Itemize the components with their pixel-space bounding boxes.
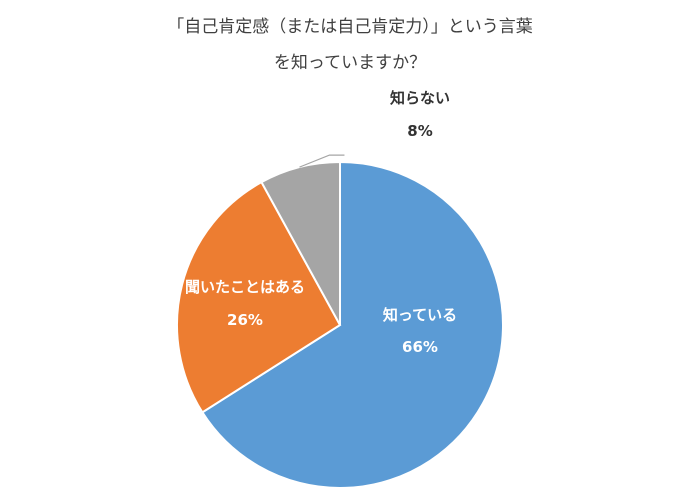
chart-title-line-1: 「自己肯定感（または自己肯定力）」という言葉 [167, 17, 533, 37]
leader-line-unknown [299, 154, 345, 168]
pie-labels: 知っている 66% 聞いたことはある 26% 知らない 8% [185, 89, 457, 356]
pie-slices [176, 160, 504, 489]
slice-value-unknown: 8% [407, 122, 432, 140]
pie-slice-unknown [260, 160, 341, 326]
slice-value-known: 66% [402, 338, 438, 356]
slice-label-unknown: 知らない [390, 89, 450, 107]
chart-title-line-2: を知っていますか？ [274, 53, 426, 73]
slice-label-heard-of: 聞いたことはある [185, 278, 305, 296]
pie-slice-heard-of [176, 180, 342, 414]
slice-label-known: 知っている [383, 306, 457, 324]
slice-value-heard-of: 26% [227, 311, 263, 329]
pie-slice-known [200, 160, 504, 489]
